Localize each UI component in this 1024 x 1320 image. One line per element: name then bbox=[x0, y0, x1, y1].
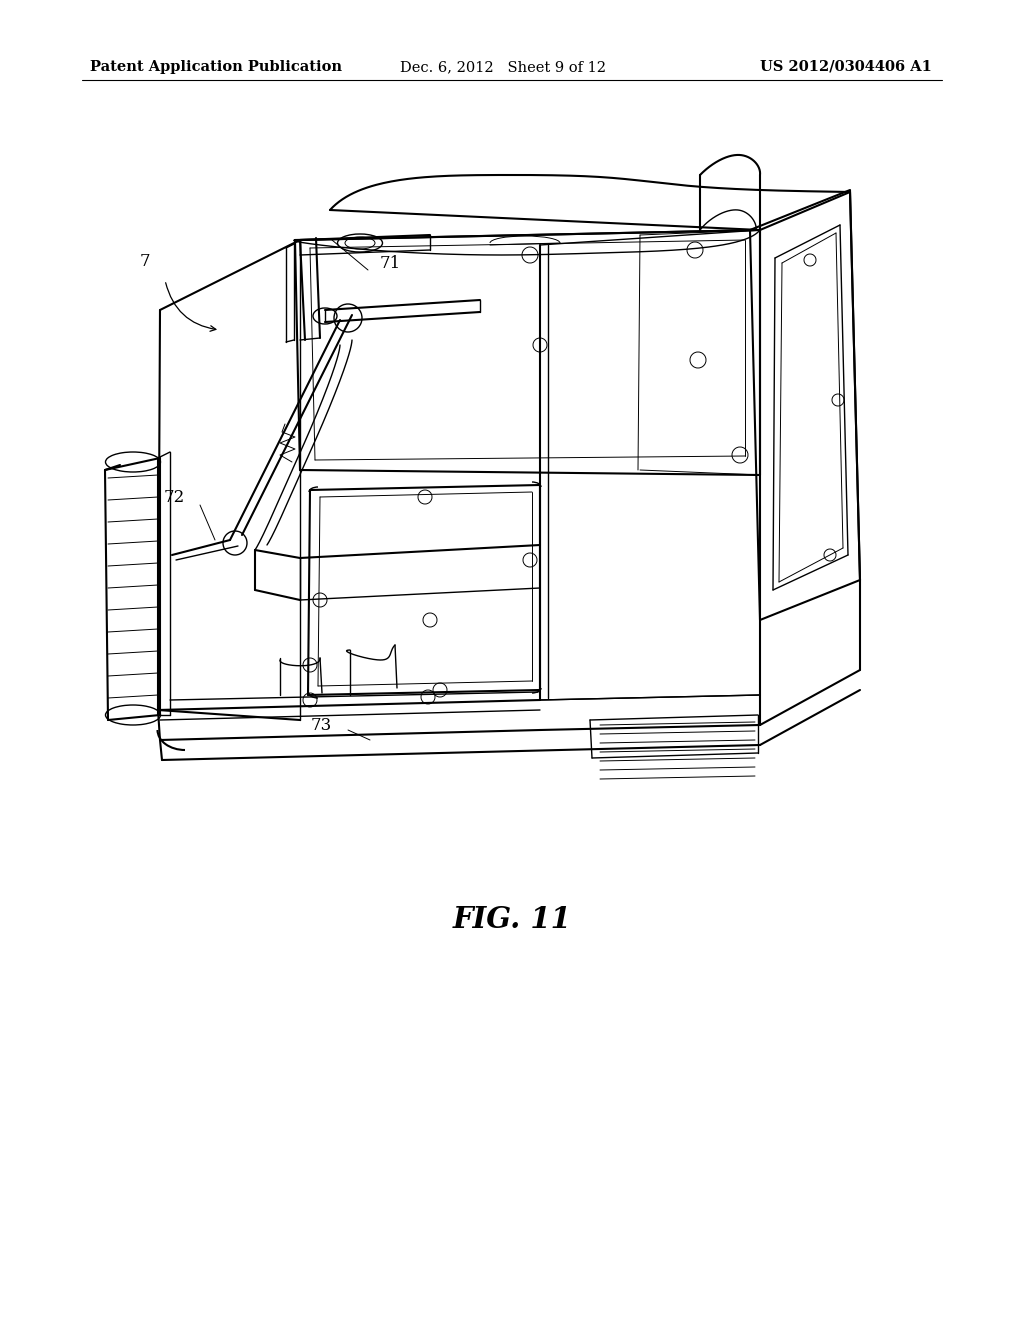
Text: 72: 72 bbox=[164, 490, 185, 507]
Text: 73: 73 bbox=[310, 718, 332, 734]
Text: Patent Application Publication: Patent Application Publication bbox=[90, 59, 342, 74]
Text: 7: 7 bbox=[139, 253, 151, 271]
Text: FIG. 11: FIG. 11 bbox=[453, 906, 571, 935]
Text: US 2012/0304406 A1: US 2012/0304406 A1 bbox=[760, 59, 932, 74]
Text: 71: 71 bbox=[380, 255, 401, 272]
Text: Dec. 6, 2012   Sheet 9 of 12: Dec. 6, 2012 Sheet 9 of 12 bbox=[400, 59, 606, 74]
